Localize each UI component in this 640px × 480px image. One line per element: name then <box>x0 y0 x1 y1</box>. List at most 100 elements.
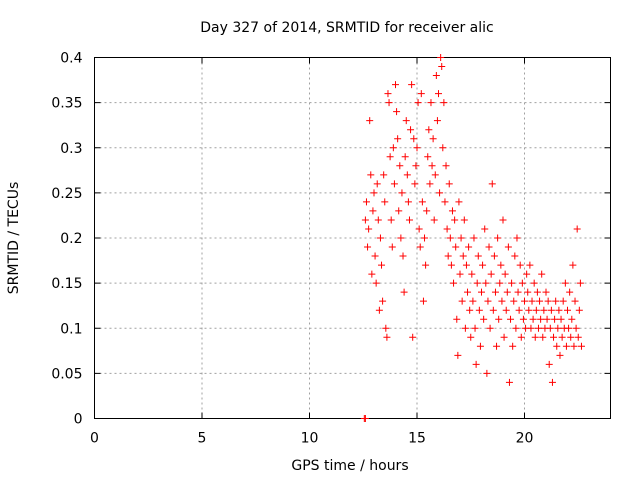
data-point <box>371 252 379 260</box>
data-point <box>433 117 441 125</box>
data-point <box>513 234 521 242</box>
data-point <box>462 261 470 269</box>
data-point <box>493 342 501 350</box>
data-point <box>378 261 386 269</box>
y-axis-title: SRMTID / TECUs <box>6 182 22 295</box>
data-point <box>574 333 582 341</box>
data-point <box>416 243 424 251</box>
data-point <box>521 297 528 305</box>
data-point <box>471 324 479 332</box>
data-point <box>413 144 421 152</box>
data-point <box>426 180 434 188</box>
data-point <box>558 333 566 341</box>
data-point <box>438 63 446 71</box>
y-tick-label: 0.25 <box>51 186 82 202</box>
data-point <box>409 333 417 341</box>
data-point <box>534 324 542 332</box>
data-point <box>546 324 554 332</box>
data-point <box>527 324 535 332</box>
data-point <box>451 216 459 224</box>
data-point <box>408 81 416 89</box>
data-point <box>423 207 431 215</box>
data-point <box>455 198 463 206</box>
data-point <box>456 270 464 278</box>
data-point <box>382 324 390 332</box>
data-point <box>412 162 420 170</box>
data-point <box>365 225 373 233</box>
data-point <box>498 297 506 305</box>
data-point <box>565 324 573 332</box>
data-point <box>370 189 378 197</box>
data-point <box>508 279 516 287</box>
data-point <box>373 180 381 188</box>
data-point <box>487 270 495 278</box>
data-point <box>499 216 507 224</box>
tick-labels: 0 0.05 0.1 0.15 0.2 0.25 0.3 0.35 0.4 0 5 10 15 20 <box>51 51 533 447</box>
data-point <box>437 54 445 61</box>
data-point <box>421 234 429 242</box>
data-point <box>381 198 389 206</box>
data-point <box>403 171 411 179</box>
data-point <box>481 225 489 233</box>
data-point <box>452 243 460 251</box>
data-point <box>543 315 551 323</box>
data-point <box>514 288 522 296</box>
data-point <box>555 306 563 314</box>
data-point <box>453 315 461 323</box>
data-point <box>488 180 496 188</box>
data-point <box>415 225 423 233</box>
data-point <box>577 342 585 350</box>
data-point <box>516 261 524 269</box>
data-point <box>556 351 564 359</box>
data-point <box>502 306 510 314</box>
data-point <box>459 252 467 260</box>
data-point <box>466 306 474 314</box>
data-point <box>478 288 485 296</box>
data-point <box>465 243 473 251</box>
data-point <box>386 153 394 161</box>
data-point <box>552 297 560 305</box>
data-point <box>425 126 433 134</box>
data-point <box>540 306 548 314</box>
y-tick-label: 0.4 <box>60 51 82 67</box>
data-point <box>448 207 456 215</box>
data-point <box>489 306 497 314</box>
data-point <box>364 243 372 251</box>
data-point <box>480 315 488 323</box>
data-point <box>524 288 532 296</box>
plot-frame <box>94 57 611 419</box>
data-point <box>518 279 526 287</box>
data-point <box>474 252 482 260</box>
data-point <box>512 324 520 332</box>
y-tick-label: 0.15 <box>51 276 82 292</box>
data-point <box>444 252 452 260</box>
data-point <box>440 99 448 107</box>
data-point <box>486 324 494 332</box>
data-point <box>473 279 481 287</box>
data-point <box>458 297 466 305</box>
y-tick-label: 0.2 <box>60 231 82 247</box>
data-point <box>427 99 435 107</box>
data-point <box>572 324 580 332</box>
data-point <box>483 369 491 377</box>
data-point <box>419 297 427 305</box>
data-point <box>531 333 539 341</box>
data-point <box>394 135 402 143</box>
data-point <box>536 297 544 305</box>
data-point <box>484 297 492 305</box>
y-tick-label: 0.05 <box>51 366 82 382</box>
data-point <box>472 360 480 368</box>
data-point <box>548 378 556 386</box>
data-point <box>435 90 442 98</box>
data-point <box>575 306 583 314</box>
data-point <box>443 225 451 233</box>
data-point <box>376 234 384 242</box>
data-point <box>392 81 399 89</box>
data-point <box>399 252 407 260</box>
data-point <box>568 315 576 323</box>
data-point <box>464 288 472 296</box>
data-point <box>404 198 412 206</box>
data-point <box>491 288 499 296</box>
data-point <box>436 189 444 197</box>
